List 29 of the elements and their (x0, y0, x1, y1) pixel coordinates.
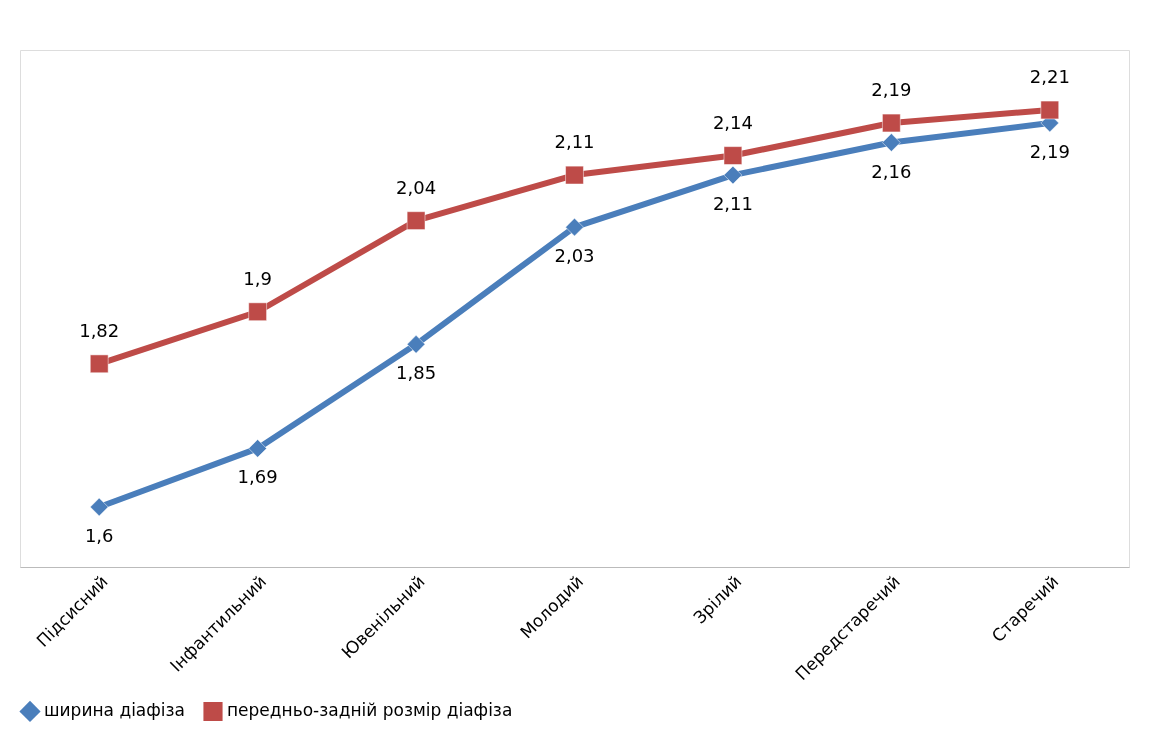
point (565, 165, 584, 185)
data-label: 2,21 (1029, 66, 1070, 87)
legend-label: ширина діафіза (44, 700, 185, 721)
point (248, 302, 267, 321)
point (1040, 100, 1059, 120)
data-label: 1,69 (237, 466, 278, 488)
data-label: 2,19 (1029, 141, 1070, 163)
point (406, 211, 426, 230)
data-label: 1,85 (396, 362, 437, 384)
point (565, 217, 584, 237)
point (90, 497, 109, 517)
point (882, 133, 901, 152)
point (723, 165, 743, 185)
data-label: 2,11 (712, 193, 753, 215)
point (882, 113, 901, 133)
data-label: 1,9 (243, 267, 272, 289)
point (406, 335, 426, 354)
data-label: 1,6 (84, 525, 114, 546)
data-label: 2,11 (554, 131, 595, 153)
data-label: 2,16 (871, 160, 912, 182)
data-label: 1,82 (79, 319, 120, 341)
point (723, 146, 743, 165)
point (90, 354, 109, 374)
legend-label: передньо-задній розмір діафіза (227, 700, 513, 721)
data-label: 2,14 (712, 111, 753, 133)
data-label: 2,04 (396, 176, 437, 198)
point (248, 439, 267, 458)
data-label: 2,19 (871, 79, 912, 101)
data-label: 2,03 (554, 245, 595, 267)
